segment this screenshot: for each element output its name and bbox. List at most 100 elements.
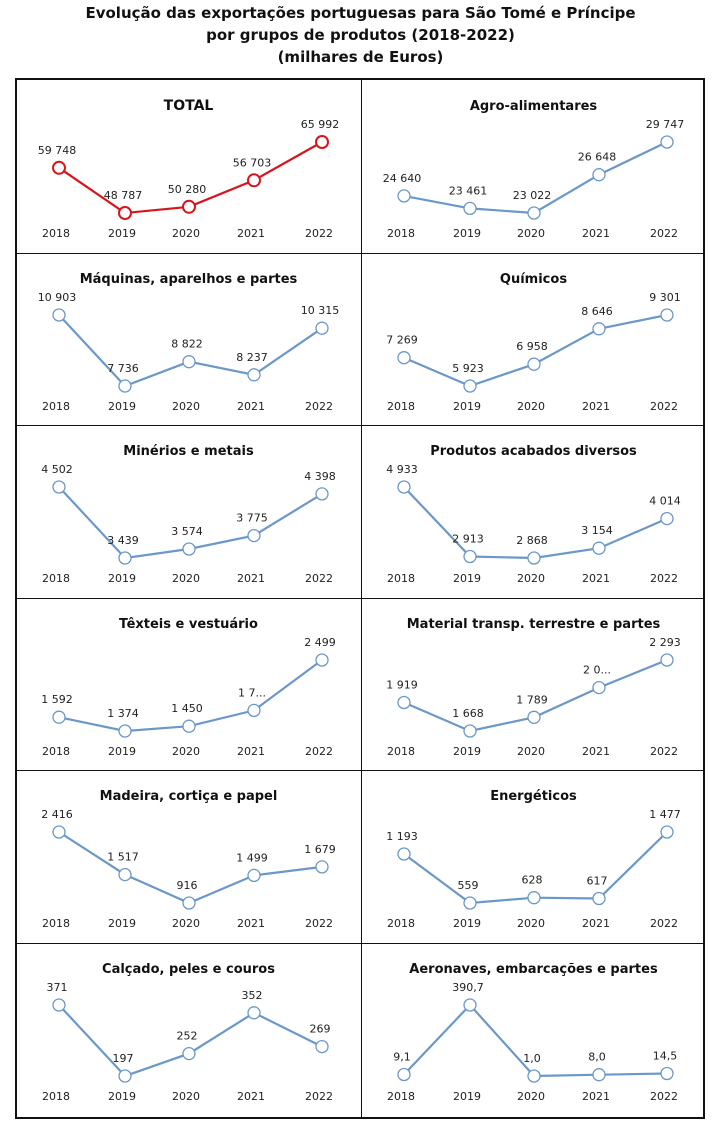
x-tick-label: 2021	[237, 400, 265, 413]
data-label: 4 014	[649, 495, 681, 508]
data-point-marker	[527, 206, 541, 220]
data-point-marker	[463, 723, 477, 738]
grid-divider-horizontal	[17, 598, 703, 599]
data-label: 8 237	[236, 350, 268, 363]
line-chart: Material transp. terrestre e partes 1 919…	[386, 617, 681, 758]
data-label: 617	[587, 875, 608, 888]
x-tick-label: 2022	[650, 400, 678, 413]
data-label: 1 374	[107, 707, 139, 720]
data-label: 4 933	[386, 463, 418, 476]
data-point-marker	[592, 541, 606, 555]
chart-title: TOTAL	[164, 98, 214, 114]
series-line	[403, 486, 668, 560]
x-tick-label: 2019	[453, 917, 481, 930]
data-label: 1 477	[649, 808, 681, 821]
x-tick-label: 2020	[517, 572, 545, 585]
data-point-marker	[660, 1066, 674, 1080]
data-point-marker	[527, 1068, 541, 1083]
x-tick-label: 2022	[305, 572, 333, 585]
data-label: 7 736	[107, 362, 139, 375]
data-label: 1 919	[386, 678, 418, 691]
data-point-marker	[315, 652, 329, 667]
data-label: 3 574	[171, 525, 203, 538]
data-point-marker	[315, 860, 329, 874]
x-tick-label: 2019	[453, 572, 481, 585]
line-chart: Têxteis e vestuário 1 592 2018 1 374 2019 1 4…	[41, 617, 336, 758]
x-tick-label: 2018	[387, 1090, 415, 1103]
data-label: 2 0...	[583, 663, 611, 676]
x-tick-label: 2020	[172, 745, 200, 758]
data-label: 56 703	[233, 156, 272, 169]
data-point-marker	[52, 307, 66, 322]
data-point-marker	[660, 652, 674, 667]
data-point-marker	[463, 378, 477, 393]
data-point-marker	[660, 511, 674, 526]
data-point-marker	[52, 997, 66, 1012]
data-point-marker	[463, 201, 477, 216]
x-tick-label: 2021	[237, 917, 265, 930]
data-label: 4 502	[41, 463, 73, 476]
data-label: 29 747	[646, 118, 685, 131]
chart-panel: Energéticos 1 193 2018 559 2019 628 2020 617 202…	[362, 770, 705, 943]
data-point-marker	[118, 378, 132, 393]
x-tick-label: 2022	[305, 400, 333, 413]
x-tick-label: 2022	[650, 1090, 678, 1103]
chart-title: Madeira, cortiça e papel	[100, 789, 278, 804]
data-label: 269	[310, 1022, 331, 1035]
data-label: 10 315	[301, 304, 340, 317]
data-label: 371	[47, 981, 68, 994]
x-tick-label: 2022	[650, 572, 678, 585]
data-point-marker	[118, 206, 132, 220]
data-label: 23 461	[449, 184, 488, 197]
x-tick-label: 2022	[305, 227, 333, 240]
data-label: 2 913	[452, 533, 484, 546]
x-tick-label: 2018	[42, 572, 70, 585]
x-tick-label: 2021	[582, 572, 610, 585]
data-label: 2 416	[41, 808, 73, 821]
data-label: 1 499	[236, 851, 268, 864]
data-point-marker	[247, 868, 261, 883]
chart-title: Químicos	[500, 272, 567, 287]
data-point-marker	[660, 307, 674, 322]
data-label: 628	[522, 874, 543, 887]
line-chart: Químicos 7 269 2018 5 923 2019 6 958 2020 8 646…	[386, 272, 681, 413]
chart-panel: Químicos 7 269 2018 5 923 2019 6 958 2020 8 646…	[362, 253, 705, 426]
data-point-marker	[527, 357, 541, 371]
data-label: 559	[458, 879, 479, 892]
data-label: 1 592	[41, 693, 73, 706]
x-tick-label: 2021	[582, 1090, 610, 1103]
data-point-marker	[182, 199, 196, 214]
line-chart: Madeira, cortiça e papel 2 416 2018 1 517 20…	[41, 789, 336, 930]
x-tick-label: 2020	[517, 917, 545, 930]
grid-divider-horizontal	[17, 425, 703, 426]
x-tick-label: 2020	[172, 572, 200, 585]
series-line	[403, 141, 668, 215]
x-tick-label: 2018	[387, 227, 415, 240]
data-point-marker	[527, 891, 541, 905]
data-point-marker	[397, 480, 411, 494]
data-point-marker	[397, 350, 411, 364]
data-point-marker	[182, 354, 196, 368]
x-tick-label: 2022	[650, 917, 678, 930]
x-tick-label: 2019	[108, 400, 136, 413]
data-label: 59 748	[38, 144, 77, 157]
x-tick-label: 2022	[305, 745, 333, 758]
x-tick-label: 2022	[650, 745, 678, 758]
grid-divider-horizontal	[17, 770, 703, 771]
x-tick-label: 2019	[453, 227, 481, 240]
x-tick-label: 2020	[172, 917, 200, 930]
data-point-marker	[592, 168, 606, 182]
data-label: 26 648	[578, 151, 617, 164]
data-point-marker	[247, 1005, 261, 1019]
data-label: 390,7	[452, 981, 484, 994]
chart-title: Calçado, peles e couros	[102, 962, 275, 977]
chart-panel: Produtos acabados diversos 4 933 2018 2 913…	[362, 425, 705, 598]
data-label: 9,1	[393, 1050, 411, 1063]
data-label: 252	[177, 1029, 198, 1042]
x-tick-label: 2020	[172, 1090, 200, 1103]
x-tick-label: 2021	[237, 572, 265, 585]
x-tick-label: 2019	[108, 917, 136, 930]
data-point-marker	[592, 680, 606, 694]
data-label: 8 822	[171, 337, 203, 350]
data-point-marker	[182, 719, 196, 733]
